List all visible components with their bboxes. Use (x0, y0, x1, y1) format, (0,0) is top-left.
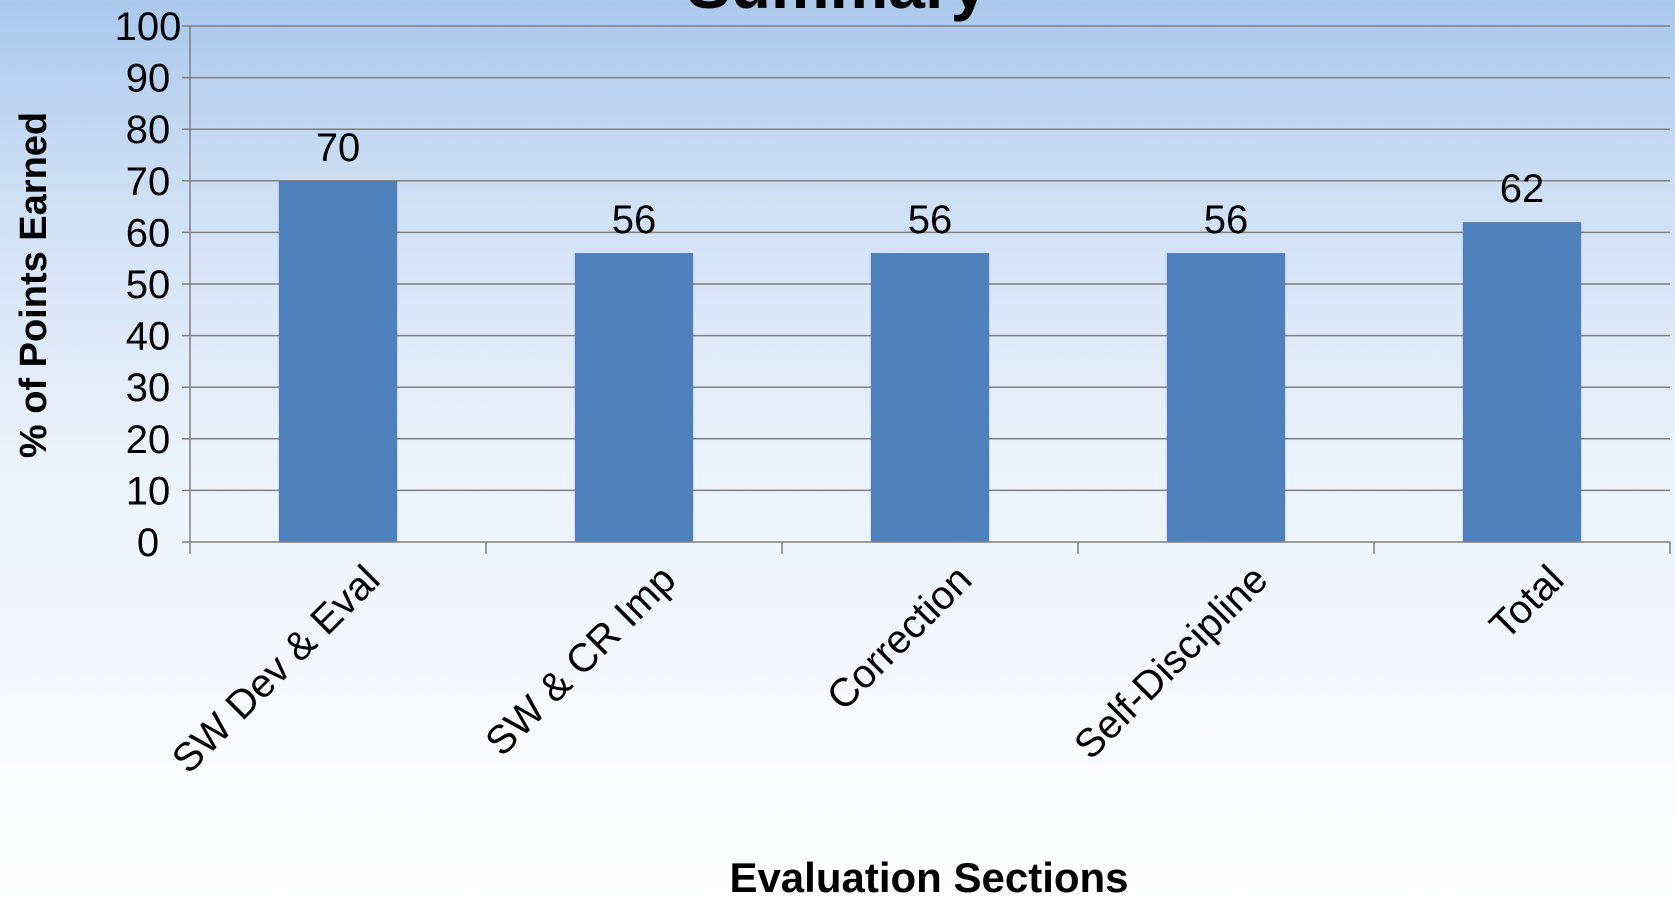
x-tick-label: SW Dev & Eval (164, 557, 388, 781)
y-tick-label: 80 (126, 108, 171, 152)
x-tick-label: Correction (819, 557, 981, 719)
y-tick-labels: 0 10 20 30 40 50 60 70 80 90 100 (115, 5, 182, 565)
data-label: 56 (1204, 198, 1249, 242)
x-tick-labels: SW Dev & Eval SW & CR Imp Correction Self-D… (164, 557, 1572, 781)
y-axis-title: % of Points Earned (13, 112, 55, 458)
y-tick-label: 0 (137, 521, 159, 565)
bar (278, 180, 398, 543)
x-tick-label: SW & CR Imp (477, 557, 684, 764)
bar (1166, 253, 1286, 543)
axes (182, 25, 1671, 554)
y-tick-label: 50 (126, 263, 171, 307)
chart-title: Summary (687, 0, 988, 22)
data-label: 62 (1500, 167, 1545, 211)
bar (1462, 222, 1582, 542)
bar (870, 253, 990, 543)
data-labels: 70 56 56 56 62 (316, 126, 1545, 242)
y-tick-label: 60 (126, 211, 171, 255)
y-tick-label: 20 (126, 418, 171, 462)
y-tick-label: 40 (126, 315, 171, 359)
y-tick-label: 100 (115, 5, 182, 49)
y-tick-label: 10 (126, 469, 171, 513)
y-tick-label: 70 (126, 160, 171, 204)
data-label: 56 (612, 198, 657, 242)
bar (574, 253, 694, 543)
bars (278, 180, 1582, 543)
data-label: 56 (908, 198, 953, 242)
x-axis-title: Evaluation Sections (729, 854, 1128, 900)
y-tick-label: 90 (126, 57, 171, 101)
x-tick-label: Self-Discipline (1066, 557, 1276, 767)
x-tick-label: Total (1482, 557, 1573, 648)
y-tick-label: 30 (126, 366, 171, 410)
data-label: 70 (316, 126, 361, 170)
